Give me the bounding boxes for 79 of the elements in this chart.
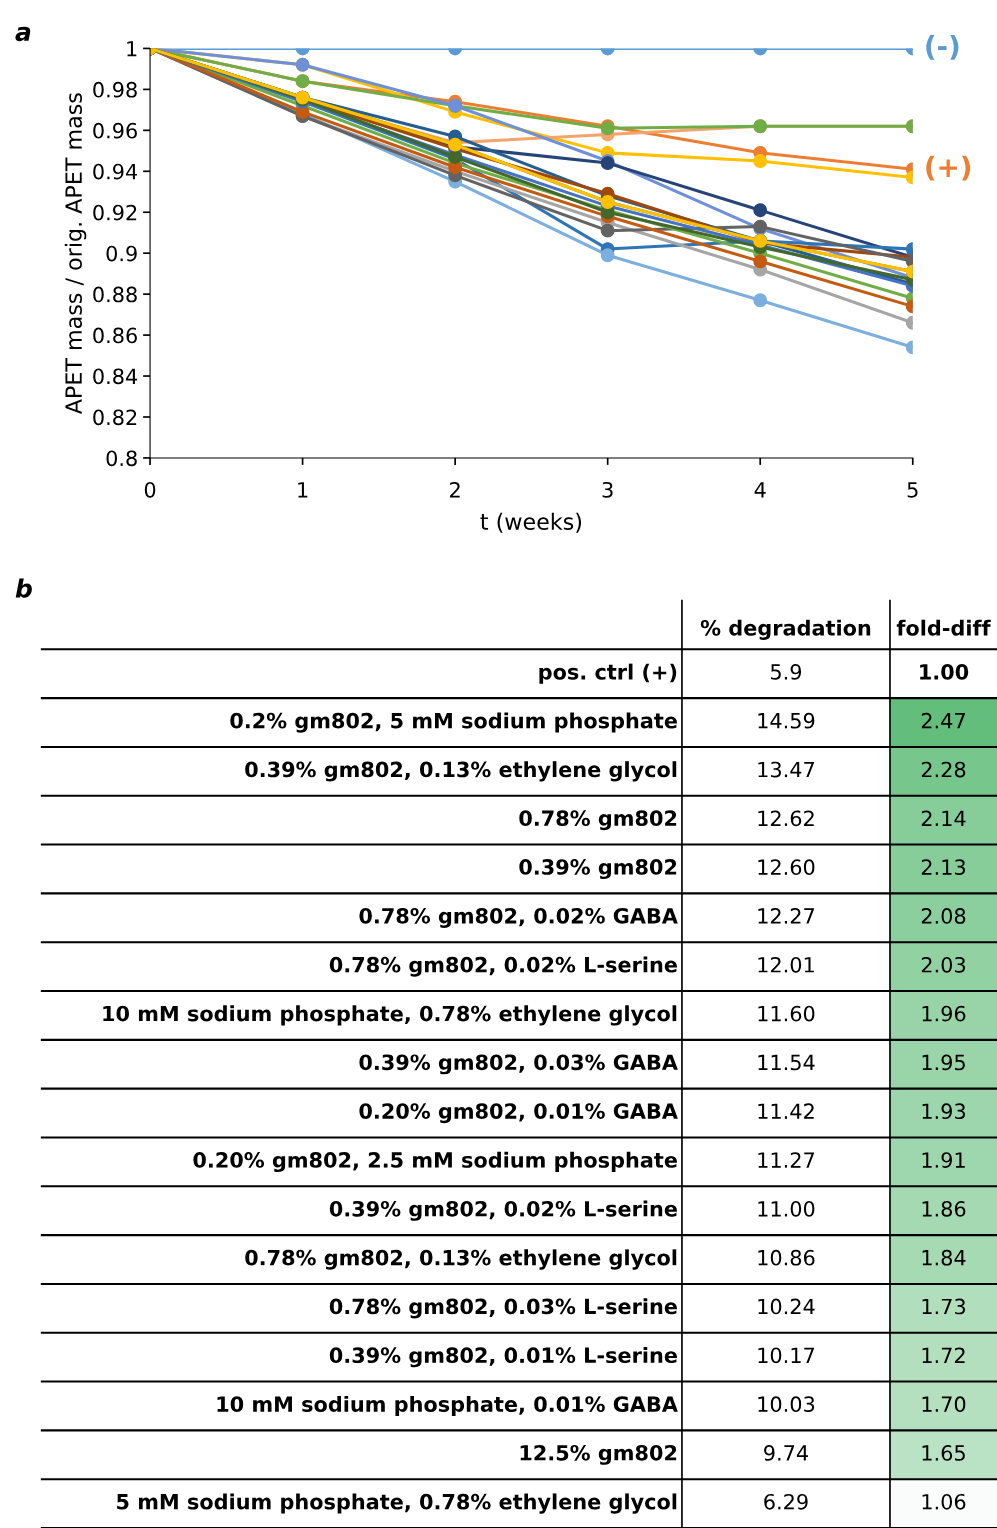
x-tick-label: 5 — [907, 482, 918, 498]
data-label: 1.73 — [922, 1298, 966, 1315]
data-label: 5.9 — [771, 664, 802, 680]
text: b — [15, 578, 32, 598]
y-tick-label: 0.20% gm802, 2.5 mM sodium phosphate — [193, 1151, 677, 1173]
data-label: 12.62 — [758, 810, 814, 827]
data-label: 1.96 — [922, 1005, 966, 1022]
data-label: 1.86 — [922, 1200, 966, 1217]
data-label: 2.08 — [921, 908, 966, 924]
data-label: 2.03 — [921, 956, 966, 973]
y-tick-label: 0.94 — [93, 163, 138, 180]
data-label: 11.54 — [758, 1054, 815, 1071]
data-label: 1.00 — [920, 664, 969, 680]
y-tick-label: 0.78% gm802, 0.02% GABA — [359, 907, 678, 928]
data-label: 2.13 — [921, 859, 966, 876]
data-label: 1.84 — [922, 1249, 966, 1266]
y-tick-label: 0.92 — [93, 204, 137, 221]
data-label: 12.01 — [758, 956, 814, 973]
y-axis-title: APET mass / orig. APET mass — [64, 93, 87, 415]
x-tick-label: 0 — [144, 481, 156, 498]
y-tick-label: 0.20% gm802, 0.01% GABA — [359, 1103, 678, 1124]
y-tick-label: 0.88 — [93, 286, 137, 303]
data-label: 14.59 — [758, 712, 815, 729]
y-tick-label: 0.8 — [106, 450, 137, 467]
data-label: 2.28 — [921, 761, 966, 778]
x-tick-label: 2 — [450, 481, 460, 498]
data-label: 12.60 — [758, 859, 815, 876]
data-label: 6.29 — [764, 1493, 808, 1510]
y-tick-label: 0.9 — [106, 245, 137, 262]
annotation: (+) — [926, 155, 971, 181]
data-label: 1.70 — [922, 1396, 966, 1413]
data-label: 9.74 — [764, 1445, 808, 1461]
x-tick-label: 4 — [754, 482, 766, 498]
y-tick-label: 0.78% gm802, 0.03% L-serine — [329, 1298, 677, 1319]
data-label: 1.91 — [922, 1152, 965, 1168]
y-tick-label: 0.84 — [93, 368, 138, 385]
data-label: 10.03 — [758, 1396, 815, 1413]
x-tick-label: 1 — [298, 482, 308, 498]
data-label: 10.24 — [758, 1298, 815, 1315]
y-tick-label: 0.96 — [93, 122, 137, 139]
data-label: 13.47 — [758, 761, 815, 778]
y-tick-label: 0.86 — [93, 327, 137, 344]
data-label: 10.17 — [758, 1347, 815, 1364]
data-label: 11.00 — [758, 1200, 815, 1217]
y-tick-label: 0.39% gm802, 0.03% GABA — [359, 1054, 678, 1075]
data-label: 11.27 — [758, 1152, 815, 1168]
y-tick-label: 0.78% gm802 — [519, 810, 677, 831]
data-label: 1.93 — [922, 1103, 966, 1120]
x-tick-label: % degradation — [700, 619, 871, 640]
y-tick-label: 0.39% gm802, 0.02% L-serine — [329, 1200, 677, 1221]
y-tick-label: 10 mM sodium phosphate, 0.01% GABA — [217, 1395, 678, 1417]
data-label: 10.86 — [758, 1249, 815, 1266]
data-label: 12.27 — [758, 908, 815, 924]
y-tick-label: 0.78% gm802, 0.02% L-serine — [329, 956, 677, 977]
x-tick-label: fold-diff — [896, 619, 991, 636]
data-label: 1.72 — [922, 1347, 965, 1363]
y-tick-label: 0.39% gm802 — [519, 859, 677, 880]
data-label: 2.47 — [921, 712, 965, 729]
y-tick-label: 0.78% gm802, 0.13% ethylene glycol — [245, 1249, 677, 1270]
y-tick-label: 0.2% gm802, 5 mM sodium phosphate — [230, 712, 677, 733]
x-tick-label: 3 — [602, 481, 613, 498]
data-label: 1.95 — [922, 1054, 965, 1071]
y-tick-label: 10 mM sodium phosphate, 0.78% ethylene glycol — [103, 1005, 677, 1026]
y-tick-label: 0.39% gm802, 0.13% ethylene glycol — [245, 761, 677, 782]
annotation: (-) — [926, 35, 959, 60]
data-label: 1.65 — [922, 1445, 965, 1461]
y-tick-label: 0.82 — [93, 409, 137, 426]
y-tick-label: 5 mM sodium phosphate, 0.78% ethylene glycol — [117, 1493, 677, 1514]
chart-title: a — [15, 26, 31, 42]
y-tick-label: 0.98 — [93, 81, 137, 98]
y-tick-label: 1 — [127, 41, 137, 57]
data-label: 1.06 — [922, 1493, 966, 1510]
data-label: 2.14 — [921, 810, 966, 826]
x-axis-title: t (weeks) — [480, 512, 582, 533]
data-label: 11.42 — [758, 1103, 814, 1119]
y-tick-label: pos. ctrl (+) — [539, 663, 677, 684]
y-tick-label: 12.5% gm802 — [520, 1444, 677, 1465]
y-tick-label: 0.39% gm802, 0.01% L-serine — [329, 1346, 677, 1368]
data-label: 11.60 — [758, 1005, 815, 1022]
